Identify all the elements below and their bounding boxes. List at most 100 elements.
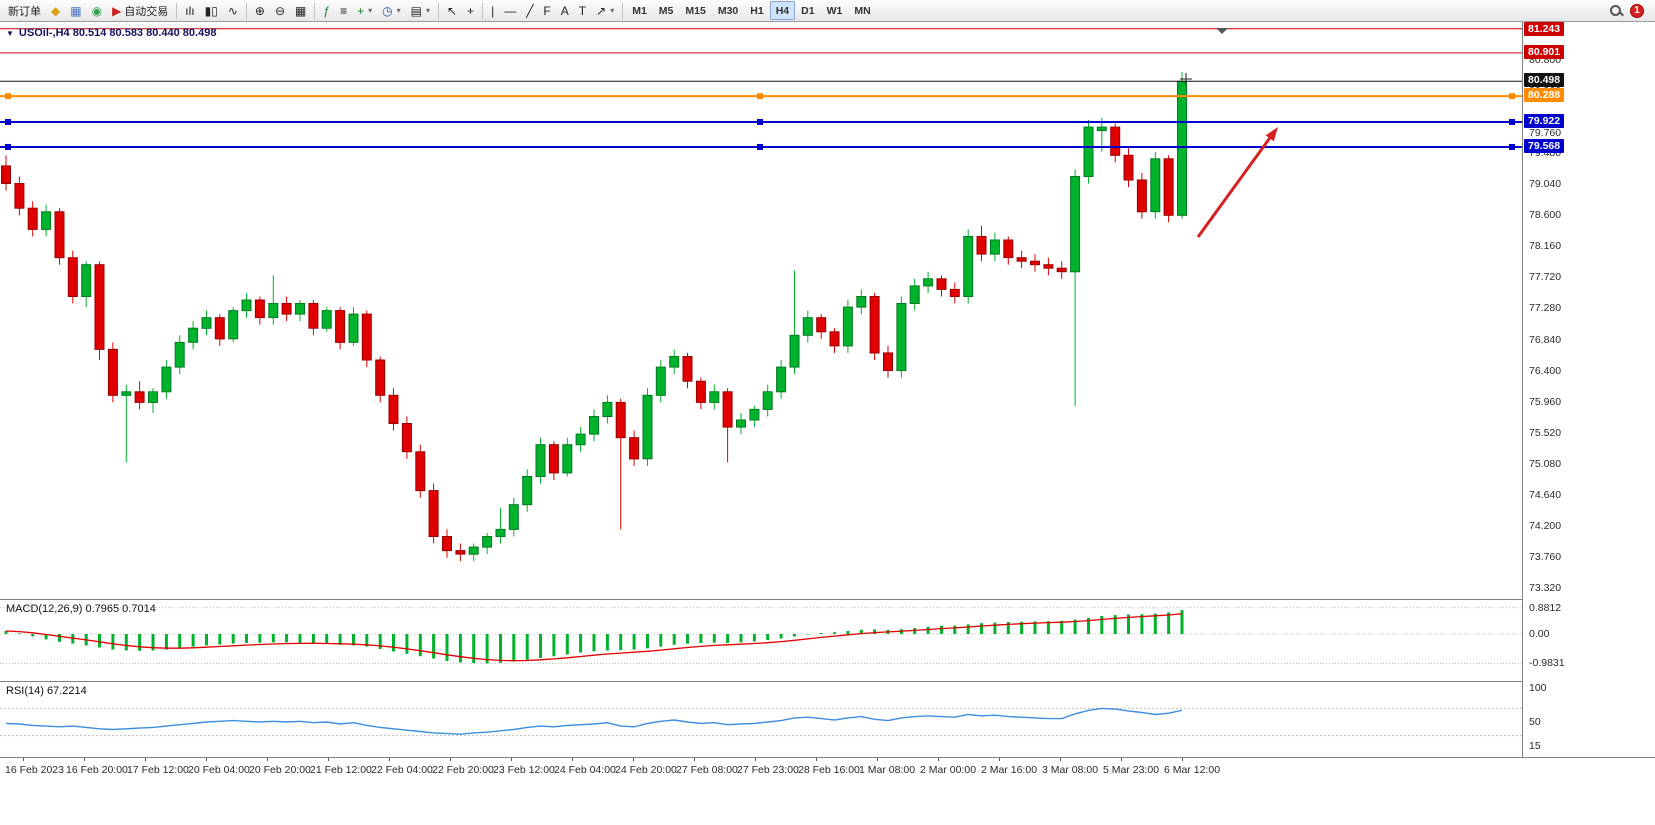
time-tick <box>572 758 573 761</box>
trendline-icon[interactable]: ╱ <box>521 1 538 20</box>
periods-icon[interactable]: ≡ <box>335 1 352 20</box>
candle-body <box>495 528 506 537</box>
line-handle[interactable] <box>5 143 11 150</box>
candle-body <box>589 416 599 435</box>
navigator-icon: ◉ <box>91 3 103 18</box>
cursor-icon[interactable]: ↖ <box>442 1 462 20</box>
autotrading-button[interactable]: ▶ 自动交易 <box>107 1 173 20</box>
tf-m5[interactable]: M5 <box>653 1 680 20</box>
candle-body <box>709 391 720 403</box>
indicators-icon[interactable]: ƒ <box>318 1 335 20</box>
autotrading-button-label: 自动交易 <box>124 5 169 18</box>
tf-m1[interactable]: M1 <box>626 1 653 20</box>
vertical-line-icon[interactable]: | <box>486 1 499 20</box>
time-tick-label: 2 Mar 16:00 <box>981 764 1038 776</box>
new-order-button[interactable]: 新订单 <box>3 1 46 20</box>
time-tick <box>1121 758 1122 761</box>
candle-body <box>923 278 934 287</box>
notification-badge[interactable]: 1 <box>1630 3 1644 18</box>
tf-mn[interactable]: MN <box>848 1 876 20</box>
tf-m15[interactable]: M15 <box>679 1 711 20</box>
tf-h1[interactable]: H1 <box>744 1 769 20</box>
zoom-in-icon[interactable]: ⊕ <box>250 1 270 20</box>
line-handle[interactable] <box>1509 118 1515 125</box>
cursor-icon: ↖ <box>446 3 458 18</box>
toolbar-separator <box>482 2 484 19</box>
arrows-dropdown[interactable]: ↗ ▾ <box>591 1 619 20</box>
market-watch-icon[interactable]: ▦ <box>65 1 86 20</box>
time-tick-label: 24 Feb 20:00 <box>615 764 677 776</box>
profiles-dropdown[interactable]: ◷ ▾ <box>377 1 406 20</box>
candlestick-chart[interactable] <box>0 22 1522 599</box>
zoom-out-icon[interactable]: ⊖ <box>270 1 290 20</box>
price-tick-label: 76.840 <box>1529 334 1562 346</box>
candle-body <box>1 165 11 184</box>
price-tick-label: 73.320 <box>1529 582 1562 594</box>
rsi-indicator-panel[interactable] <box>0 683 1522 757</box>
tf-h4[interactable]: H4 <box>769 1 796 20</box>
tf-w1[interactable]: W1 <box>821 1 849 20</box>
arrows-dropdown: ↗ <box>596 3 607 18</box>
line-chart-icon[interactable]: ∿ <box>223 1 243 20</box>
panel-separator[interactable] <box>0 599 1655 600</box>
chevron-down-icon: ▾ <box>610 6 615 15</box>
candle-body <box>1003 239 1014 259</box>
templates-dropdown[interactable]: ▤ ▾ <box>406 1 435 20</box>
time-tick-label: 23 Feb 12:00 <box>493 764 555 776</box>
time-tick <box>877 758 878 761</box>
candle-body <box>655 366 666 396</box>
fibonacci-icon[interactable]: F <box>538 1 555 20</box>
time-tick-label: 1 Mar 08:00 <box>859 764 916 776</box>
line-handle[interactable] <box>5 118 11 125</box>
price-tick-label: 77.720 <box>1529 271 1562 283</box>
trend-arrow-annotation[interactable] <box>1196 134 1274 238</box>
line-handle[interactable] <box>1509 93 1515 100</box>
search-icon[interactable] <box>1609 4 1623 18</box>
candle-body <box>508 504 519 530</box>
crosshair-cursor-icon <box>1180 73 1192 85</box>
line-handle[interactable] <box>757 118 763 125</box>
time-tick <box>23 758 24 761</box>
tf-d1[interactable]: D1 <box>795 1 820 20</box>
chart-header-dropdown-icon[interactable]: ▼ <box>6 28 14 38</box>
time-tick <box>145 758 146 761</box>
time-axis[interactable]: 16 Feb 2023 16 Feb 20:00 17 Feb 12:00 20 Fe… <box>0 757 1655 781</box>
candle-body <box>1177 80 1187 216</box>
candle-body <box>522 476 533 506</box>
fibonacci-icon: F <box>543 3 551 18</box>
time-tick <box>206 758 207 761</box>
candlestick-chart-icon[interactable]: ▮▯ <box>200 1 223 20</box>
price-line-badge: 79.922 <box>1524 114 1565 128</box>
chart-window: ▼ USOil-,H4 80.514 80.583 80.440 80.498 … <box>0 22 1655 825</box>
navigator-icon[interactable]: ◉ <box>87 1 107 20</box>
macd-scale-label: 0.8812 <box>1529 602 1562 614</box>
text-icon[interactable]: A <box>556 1 574 20</box>
line-handle[interactable] <box>757 143 763 150</box>
candle-body <box>41 211 52 230</box>
price-axis[interactable]: 80.80080.36079.76079.48079.04078.60078.1… <box>1522 22 1655 757</box>
line-handle[interactable] <box>5 93 11 100</box>
crosshair-icon[interactable]: + <box>462 1 479 20</box>
chart-shortcut-icon[interactable]: ◆ <box>46 1 65 20</box>
line-handle[interactable] <box>757 93 763 100</box>
panel-separator[interactable] <box>0 681 1655 682</box>
periods-icon: ≡ <box>340 3 348 18</box>
tf-m30[interactable]: M30 <box>712 1 744 20</box>
add-chart-dropdown[interactable]: + ▾ <box>352 1 377 20</box>
candle-body <box>883 352 893 371</box>
zoom-out-icon: ⊖ <box>274 3 286 18</box>
vertical-line-icon: | <box>491 3 495 18</box>
candle-body <box>776 366 787 393</box>
line-handle[interactable] <box>1509 143 1515 150</box>
horizontal-line-icon[interactable]: — <box>499 1 521 20</box>
time-tick-label: 5 Mar 23:00 <box>1103 764 1160 776</box>
candle-body <box>1136 179 1147 213</box>
toolbar-right: 1 <box>1609 3 1652 18</box>
macd-indicator-panel[interactable] <box>0 600 1522 681</box>
time-tick <box>938 758 939 761</box>
tile-windows-icon[interactable]: ▦ <box>290 1 311 20</box>
label-icon[interactable]: T <box>574 1 591 20</box>
bar-chart-icon[interactable]: ılı <box>180 1 199 20</box>
time-tick <box>450 758 451 761</box>
price-tick-label: 79.760 <box>1529 127 1562 139</box>
